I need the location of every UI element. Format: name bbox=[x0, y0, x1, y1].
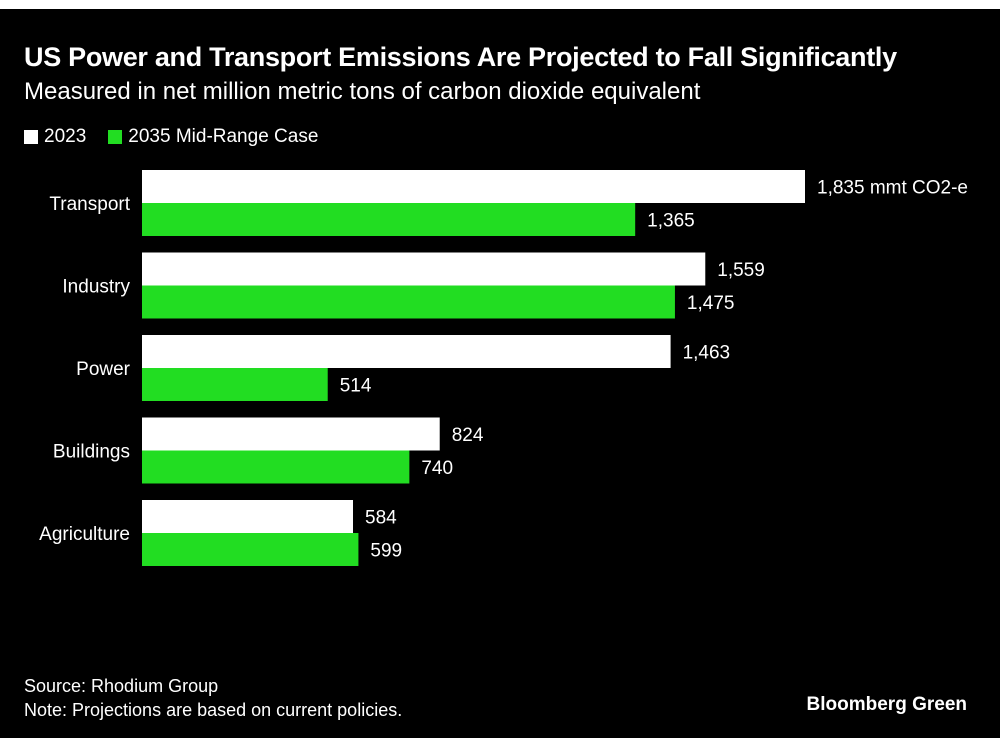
legend-label-2035: 2035 Mid-Range Case bbox=[128, 126, 319, 147]
value-label-buildings-2035-mid-range-case: 740 bbox=[421, 458, 453, 479]
category-label-industry: Industry bbox=[62, 277, 130, 298]
legend-item-2035: 2035 Mid-Range Case bbox=[108, 126, 318, 148]
category-label-buildings: Buildings bbox=[53, 442, 130, 463]
legend-swatch-2035 bbox=[108, 130, 123, 144]
value-label-buildings-2023: 824 bbox=[452, 425, 484, 446]
bar-buildings-2023 bbox=[142, 417, 440, 451]
legend-swatch-2023 bbox=[24, 130, 38, 144]
legend-label-2023: 2023 bbox=[44, 126, 87, 147]
value-label-agriculture-2023: 584 bbox=[365, 508, 397, 529]
bar-industry-2035-mid-range-case bbox=[142, 285, 675, 319]
value-label-power-2023: 1,463 bbox=[683, 343, 731, 364]
chart-title: US Power and Transport Emissions Are Pro… bbox=[24, 42, 897, 72]
bar-agriculture-2023 bbox=[142, 500, 354, 533]
value-label-transport-2035-mid-range-case: 1,365 bbox=[647, 211, 695, 232]
bar-agriculture-2035-mid-range-case bbox=[142, 533, 359, 566]
bar-transport-2035-mid-range-case bbox=[142, 203, 636, 236]
value-label-transport-2023: 1,835 mmt CO2-e bbox=[817, 178, 968, 199]
bottom-border bbox=[0, 738, 1000, 750]
top-border bbox=[0, 0, 1000, 9]
value-label-industry-2035-mid-range-case: 1,475 bbox=[687, 293, 735, 314]
brand-logo: Bloomberg Green bbox=[806, 694, 967, 715]
bar-power-2035-mid-range-case bbox=[142, 368, 328, 401]
category-label-agriculture: Agriculture bbox=[39, 524, 130, 545]
bar-buildings-2035-mid-range-case bbox=[142, 450, 410, 484]
value-label-power-2035-mid-range-case: 514 bbox=[340, 376, 372, 397]
value-label-industry-2023: 1,559 bbox=[717, 260, 765, 281]
bar-chart: Transport 1,835 mmt CO2-e 1,365 Industry 1,5… bbox=[39, 170, 968, 566]
legend-item-2023: 2023 bbox=[24, 126, 86, 148]
bar-power-2023 bbox=[142, 335, 671, 368]
category-label-transport: Transport bbox=[49, 194, 130, 215]
bar-industry-2023 bbox=[142, 252, 706, 286]
category-label-power: Power bbox=[76, 359, 131, 380]
value-label-agriculture-2035-mid-range-case: 599 bbox=[370, 541, 402, 562]
bar-transport-2023 bbox=[142, 170, 805, 203]
legend: 2023 2035 Mid-Range Case bbox=[24, 126, 340, 148]
source-note: Source: Rhodium Group bbox=[24, 676, 219, 696]
projection-note: Note: Projections are based on current p… bbox=[24, 700, 403, 720]
chart-subtitle: Measured in net million metric tons of c… bbox=[24, 78, 701, 105]
